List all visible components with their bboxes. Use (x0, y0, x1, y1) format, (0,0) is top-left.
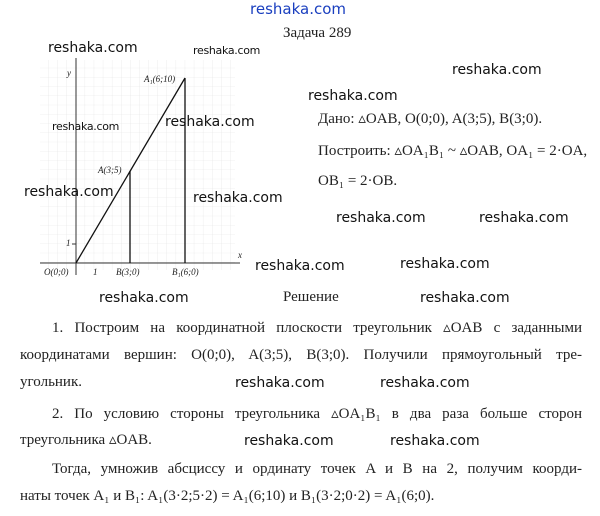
solution-p2-line1: 2. По условию стороны треугольника ▵OA₁B… (52, 406, 582, 422)
solution-p2-line2: треугольника ▵OAB. (20, 432, 152, 448)
watermark: reshaka.com (193, 190, 283, 206)
watermark: reshaka.com (48, 40, 138, 56)
label-O: O(0;0) (44, 267, 69, 277)
watermark: reshaka.com (380, 375, 470, 391)
site-watermark-top: reshaka.com (250, 0, 346, 18)
watermark: reshaka.com (99, 290, 189, 306)
y-axis-label: y (66, 68, 71, 78)
watermark: reshaka.com (52, 120, 120, 133)
watermark: reshaka.com (235, 375, 325, 391)
watermark: reshaka.com (244, 433, 334, 449)
watermark: reshaka.com (400, 256, 490, 272)
label-B1: B₁(6;0) (172, 267, 199, 277)
solution-p1-line2: координатами вершин: O(0;0), A(3;5), B(3… (20, 347, 582, 363)
watermark: reshaka.com (255, 258, 345, 274)
label-A: A(3;5) (97, 165, 122, 175)
solution-p3-line2: наты точек A₁ и B₁: A₁(3·2;5·2) = A₁(6;1… (20, 488, 435, 504)
label-A1: A₁(6;10) (143, 74, 175, 84)
watermark: reshaka.com (390, 433, 480, 449)
watermark: reshaka.com (452, 62, 542, 78)
solution-p3-line1: Тогда, умножив абсциссу и ординату точек… (52, 461, 582, 477)
x-tick-label: 1 (93, 267, 98, 277)
construct-line-3: OB₁ = 2·OB. (318, 173, 398, 189)
watermark: reshaka.com (24, 184, 114, 200)
x-axis-label: x (237, 250, 242, 260)
solution-p1-line1: 1. Построим на координатной плоскости тр… (52, 320, 582, 336)
segment-OA1 (75, 77, 186, 264)
construct-line-2: Построить: ▵OA₁B₁ ~ ▵OAB, OA₁ = 2·OA, (318, 143, 588, 159)
label-B: B(3;0) (116, 267, 140, 277)
watermark: reshaka.com (193, 44, 261, 57)
problem-title: Задача 289 (283, 25, 352, 41)
grid (40, 60, 235, 270)
solution-p1-line3: угольник. (20, 374, 82, 390)
coordinate-figure: y x 1 1 O(0;0) A(3;5) B(3;0) A₁(6;10) B₁… (40, 58, 242, 277)
watermark: reshaka.com (308, 88, 398, 104)
y-tick-label: 1 (66, 238, 71, 248)
solution-heading: Решение (283, 289, 339, 305)
watermark: reshaka.com (420, 290, 510, 306)
watermark: reshaka.com (336, 210, 426, 226)
watermark: reshaka.com (479, 210, 569, 226)
watermark: reshaka.com (165, 114, 255, 130)
given-line-1: Дано: ▵OAB, O(0;0), A(3;5), B(3;0). (318, 111, 543, 127)
